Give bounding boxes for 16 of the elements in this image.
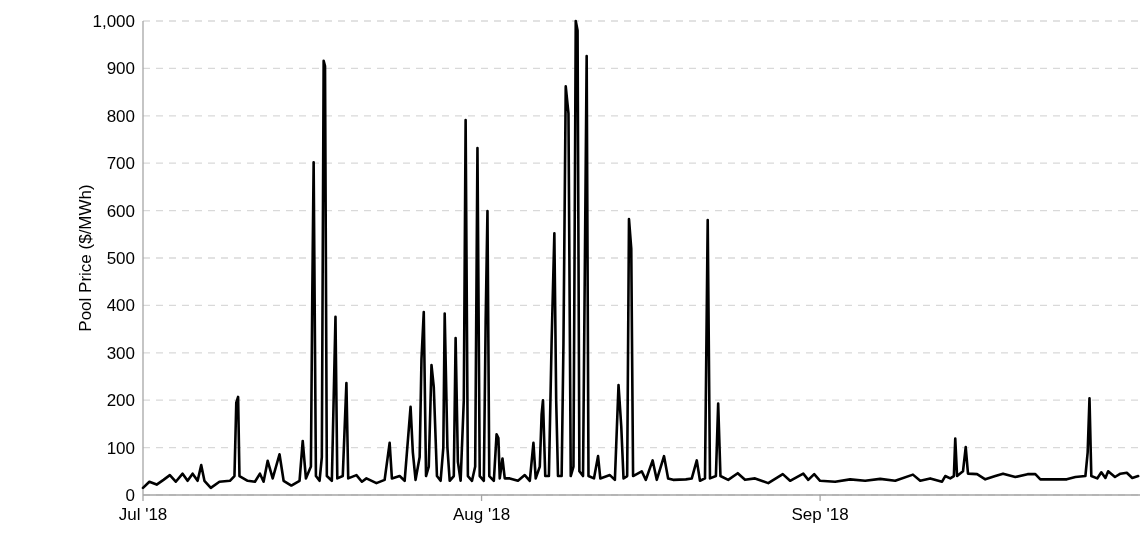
x-tick-label: Aug '18 <box>452 505 511 524</box>
y-tick-label: 0 <box>125 485 135 505</box>
y-tick-label: 300 <box>106 343 135 363</box>
y-tick-label: 400 <box>106 296 135 316</box>
y-tick-label: 1,000 <box>92 11 135 31</box>
y-tick-label: 900 <box>106 59 135 79</box>
y-tick-label: 200 <box>106 391 135 411</box>
y-tick-label: 600 <box>106 201 135 221</box>
y-axis-title: Pool Price ($/MWh) <box>76 184 95 332</box>
y-tick-label: 100 <box>106 438 135 458</box>
y-tick-label: 500 <box>106 248 135 268</box>
y-tick-label: 800 <box>106 106 135 126</box>
x-tick-label: Sep '18 <box>791 505 849 524</box>
line-series <box>141 19 1140 490</box>
x-tick-label: Jul '18 <box>118 505 168 524</box>
y-tick-label: 700 <box>106 154 135 174</box>
